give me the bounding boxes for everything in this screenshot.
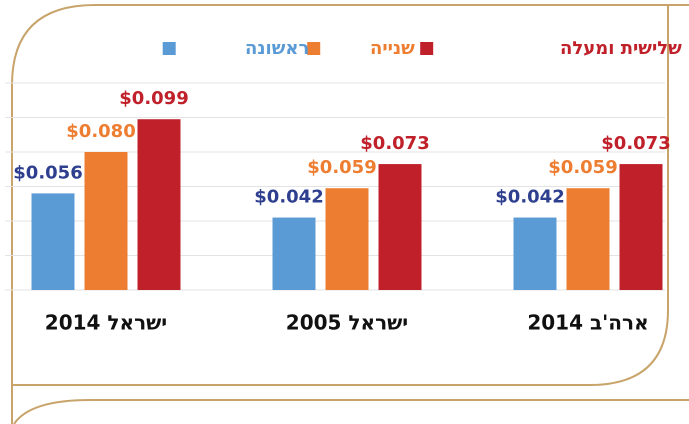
legend-swatch: [162, 42, 176, 55]
bar: [137, 119, 181, 290]
bar: [272, 217, 316, 290]
value-label: $0.059: [307, 157, 376, 178]
legend-label: ראשונה: [245, 38, 309, 59]
bar: [84, 152, 128, 290]
value-label: $0.042: [495, 187, 564, 208]
x-tick-label: ארה'ב 2014: [527, 311, 648, 335]
frame: [12, 5, 669, 386]
value-label: $0.080: [66, 121, 135, 142]
value-label: $0.073: [360, 133, 429, 154]
bar: [513, 217, 557, 290]
value-label: $0.059: [548, 157, 617, 178]
legend-label: שנייה: [370, 38, 415, 59]
value-label: $0.099: [119, 88, 188, 109]
bar: [566, 188, 610, 290]
bar: [378, 164, 422, 290]
bar: [31, 193, 75, 290]
bar: [325, 188, 369, 290]
legend-swatch: [307, 42, 321, 55]
x-tick-label: ישראל 2005: [286, 311, 408, 335]
value-label: $0.073: [601, 133, 670, 154]
legend-swatch: [420, 42, 434, 55]
frame: [13, 399, 689, 424]
legend-label: שלישית ומעלה: [560, 38, 682, 59]
frame: [11, 4, 689, 424]
value-label: $0.042: [254, 187, 323, 208]
bar: [619, 164, 663, 290]
value-label: $0.056: [13, 162, 82, 183]
x-tick-label: ישראל 2014: [45, 311, 167, 335]
